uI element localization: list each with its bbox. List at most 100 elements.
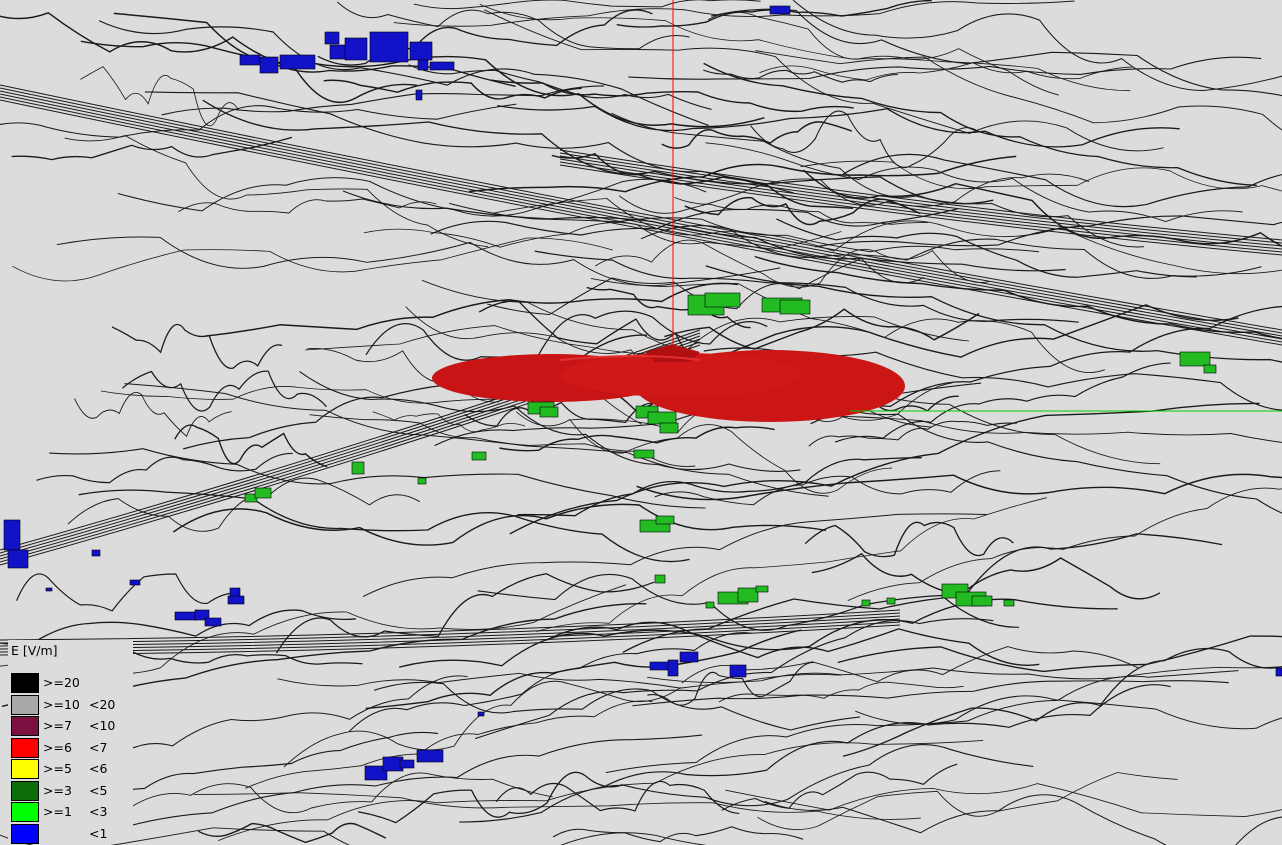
contour-line bbox=[430, 208, 958, 236]
road-line bbox=[559, 149, 1282, 241]
contour-line bbox=[172, 503, 827, 546]
building bbox=[409, 41, 433, 61]
contour-line bbox=[111, 324, 283, 369]
building bbox=[1179, 351, 1211, 367]
legend-upper-bound: <5 bbox=[89, 782, 108, 798]
road-line bbox=[0, 84, 1282, 331]
contour-line bbox=[275, 573, 655, 654]
building bbox=[886, 597, 896, 605]
contour-line bbox=[515, 411, 893, 494]
road-line bbox=[559, 155, 1282, 247]
contour-line bbox=[632, 680, 1229, 707]
building bbox=[704, 292, 741, 308]
contour-line bbox=[551, 152, 854, 210]
road-line bbox=[559, 152, 1282, 244]
building bbox=[129, 579, 141, 586]
legend-lower-bound: >=3 bbox=[43, 782, 72, 798]
contour-line bbox=[818, 415, 1282, 443]
contour-line bbox=[80, 66, 239, 127]
contour-line bbox=[98, 20, 709, 126]
contour-line bbox=[664, 308, 980, 350]
legend-upper-bound: <3 bbox=[89, 804, 108, 819]
building bbox=[279, 54, 316, 70]
contour-line bbox=[161, 85, 605, 116]
contour-line bbox=[636, 473, 1282, 501]
contour-line bbox=[808, 420, 1017, 447]
building bbox=[477, 711, 485, 717]
contour-line bbox=[757, 772, 1178, 831]
contour-line bbox=[323, 79, 582, 100]
building bbox=[239, 54, 261, 66]
field-strength-surface bbox=[432, 344, 905, 422]
contour-line bbox=[0, 609, 356, 645]
contour-line bbox=[178, 198, 437, 214]
contour-line bbox=[373, 681, 860, 731]
building bbox=[737, 587, 759, 603]
building bbox=[1203, 364, 1217, 374]
contour-line bbox=[124, 383, 829, 497]
contour-line bbox=[647, 661, 815, 706]
contour-line bbox=[842, 153, 1282, 208]
building bbox=[755, 585, 769, 593]
contour-line bbox=[595, 239, 989, 288]
building bbox=[416, 749, 444, 763]
legend-swatch bbox=[11, 716, 39, 736]
legend-row: >=6 <7 bbox=[11, 737, 131, 759]
contour-line bbox=[372, 411, 526, 433]
contour-line bbox=[12, 237, 614, 282]
building bbox=[7, 549, 29, 569]
contour-line bbox=[0, 103, 517, 138]
building bbox=[91, 549, 101, 557]
contour-line bbox=[117, 177, 707, 217]
contour-line bbox=[122, 370, 327, 412]
legend-row: >=7 <10 bbox=[11, 716, 131, 737]
contour-line bbox=[95, 731, 438, 796]
building bbox=[654, 574, 666, 584]
contour-line bbox=[245, 700, 653, 789]
building bbox=[679, 651, 699, 663]
contour-line bbox=[622, 533, 1223, 653]
contour-line bbox=[197, 822, 387, 844]
building bbox=[779, 299, 811, 315]
contour-line bbox=[750, 110, 978, 169]
contour-line bbox=[0, 11, 418, 103]
contour-line bbox=[497, 104, 1180, 148]
contour-line bbox=[654, 470, 1001, 506]
contour-line bbox=[640, 225, 1262, 279]
contour-line bbox=[336, 1, 690, 50]
legend-lower-bound: >=1 bbox=[43, 804, 72, 819]
legend-title: E [V/m] bbox=[11, 643, 58, 658]
legend-lower-bound: >=20 bbox=[43, 675, 80, 690]
contour-line bbox=[552, 826, 804, 843]
contour-line bbox=[725, 783, 1282, 818]
contour-line bbox=[67, 477, 421, 532]
building bbox=[729, 664, 747, 678]
contour-line bbox=[842, 647, 1282, 757]
contour-line bbox=[277, 672, 842, 689]
contour-line bbox=[808, 396, 1282, 514]
contour-line bbox=[113, 12, 765, 128]
contour-line bbox=[707, 11, 1059, 96]
building bbox=[174, 611, 198, 621]
building bbox=[655, 515, 675, 525]
contour-line bbox=[363, 222, 842, 250]
contour-line bbox=[362, 513, 988, 598]
contour-line bbox=[16, 573, 240, 612]
legend-upper-bound: <20 bbox=[89, 696, 116, 712]
road-line bbox=[559, 158, 1282, 250]
contour-line bbox=[49, 448, 706, 509]
building bbox=[227, 595, 245, 605]
contour-line bbox=[357, 771, 624, 824]
building bbox=[415, 89, 423, 101]
legend-swatch bbox=[11, 694, 39, 715]
contour-line bbox=[203, 282, 739, 338]
contour-line bbox=[705, 265, 1282, 363]
contour-line bbox=[605, 670, 1239, 774]
road-line bbox=[559, 161, 1282, 253]
road-line bbox=[0, 93, 1282, 340]
contour-line bbox=[590, 277, 1106, 373]
building bbox=[344, 37, 368, 61]
contour-line bbox=[490, 79, 854, 113]
